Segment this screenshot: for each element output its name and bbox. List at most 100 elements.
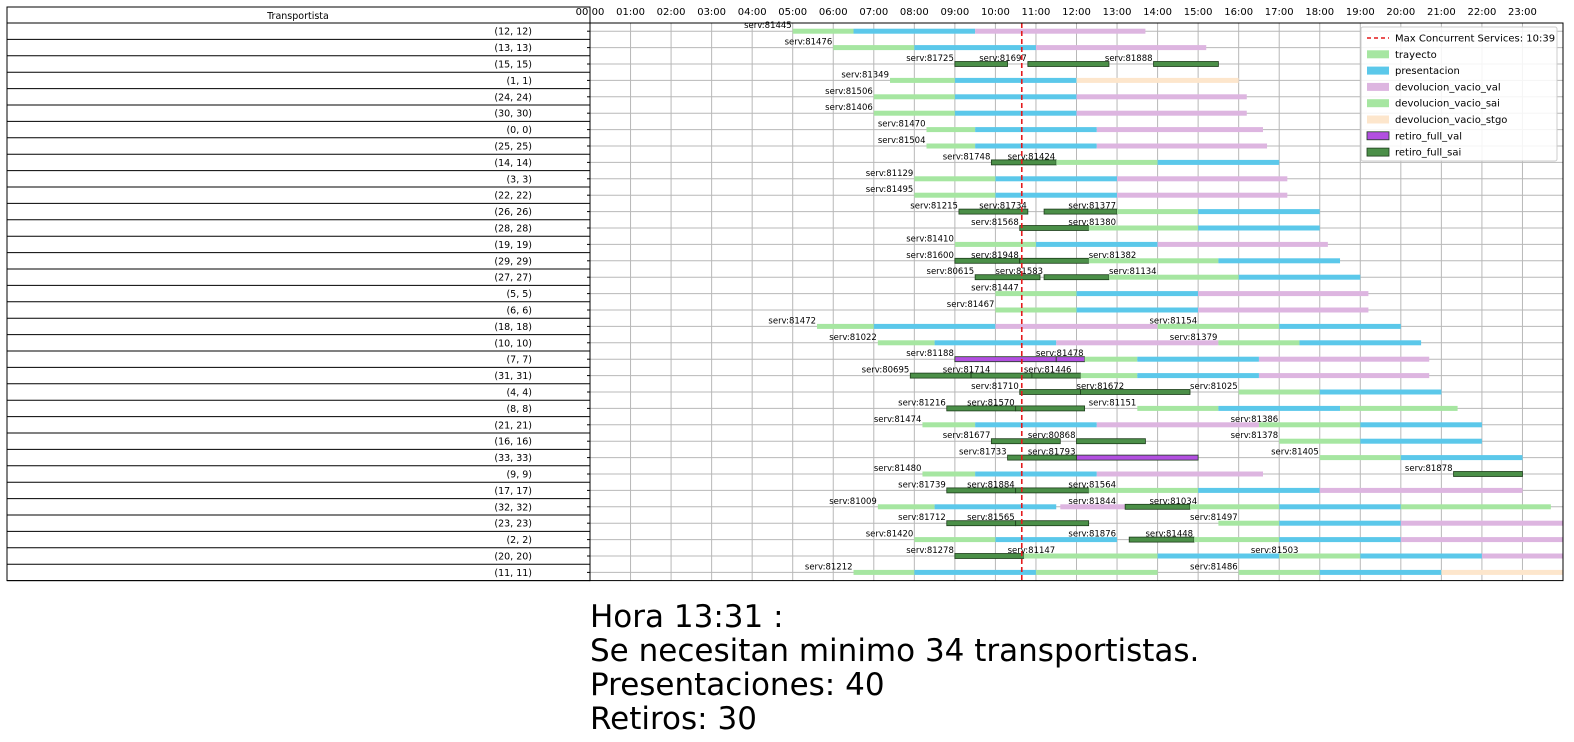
bar-presentacion — [1198, 209, 1320, 215]
bar-trayecto — [1088, 487, 1199, 493]
bar-trayecto — [1279, 553, 1361, 559]
bar-presentacion — [1157, 553, 1280, 559]
bar-devolucion_vacio_val — [1056, 340, 1219, 346]
bar-trayecto — [1084, 356, 1138, 362]
bar-presentacion — [954, 94, 1077, 100]
driver-label: (10, 10) — [494, 338, 532, 349]
service-label: serv:81476 — [785, 38, 833, 48]
bar-trayecto — [1056, 159, 1158, 165]
bar-presentacion — [1279, 504, 1401, 510]
bar-trayecto — [792, 28, 854, 34]
bar-retiro_full_sai — [990, 438, 1061, 445]
bar-trayecto — [1117, 209, 1199, 215]
bar-devolucion_vacio_stgo — [1076, 77, 1239, 83]
bar-trayecto — [1218, 520, 1280, 526]
bar-presentacion — [1076, 291, 1199, 297]
summary-presentations: Presentaciones: 40 — [590, 667, 885, 703]
bar-presentacion — [934, 504, 1057, 510]
bar-trayecto — [995, 291, 1077, 297]
legend-swatch — [1367, 66, 1389, 75]
bar-trayecto — [914, 192, 996, 198]
bar-retiro_full_sai — [958, 208, 1029, 215]
x-tick-label: 05:00 — [778, 7, 807, 18]
bar-retiro_full_sai — [1080, 389, 1191, 395]
service-label: serv:81583 — [995, 267, 1043, 277]
driver-label: (33, 33) — [494, 453, 532, 464]
service-label: serv:81349 — [841, 70, 889, 80]
legend-box — [1360, 26, 1558, 162]
driver-label: (32, 32) — [494, 502, 532, 513]
bar-presentacion — [1198, 487, 1320, 493]
bar-devolucion_vacio_val — [1198, 291, 1369, 297]
service-label: serv:81382 — [1089, 251, 1137, 261]
bar-devolucion_vacio_val — [1117, 192, 1288, 198]
bar-trayecto — [1080, 373, 1138, 379]
bar-devolucion_vacio_val — [1319, 487, 1523, 493]
bar-presentacion — [1319, 389, 1442, 395]
driver-label: (24, 24) — [494, 92, 532, 103]
driver-label: (11, 11) — [494, 568, 532, 579]
service-label: serv:81129 — [866, 169, 914, 179]
bar-trayecto — [1279, 438, 1361, 444]
legend-label: retiro_full_val — [1395, 131, 1462, 142]
service-label: serv:81448 — [1145, 530, 1193, 540]
x-tick-label: 19:00 — [1346, 7, 1375, 18]
x-tick-label: 06:00 — [819, 7, 848, 18]
bar-presentacion — [1319, 569, 1442, 575]
bar-devolucion_vacio_val — [1096, 471, 1263, 477]
bar-presentacion — [975, 422, 1097, 428]
legend-swatch — [1366, 131, 1390, 141]
service-label: serv:81570 — [967, 398, 1015, 408]
x-tick-label: 13:00 — [1103, 7, 1132, 18]
service-label: serv:81386 — [1231, 415, 1279, 425]
bar-trayecto — [1400, 504, 1551, 510]
bar-devolucion_vacio_val — [1258, 373, 1430, 379]
x-tick-label: 08:00 — [900, 7, 929, 18]
service-label: serv:81034 — [1150, 497, 1198, 507]
service-label: serv:81151 — [1089, 398, 1137, 408]
bar-presentacion — [934, 340, 1057, 346]
bar-retiro_full_sai — [1027, 61, 1110, 67]
bar-trayecto — [1238, 569, 1320, 575]
service-label: serv:81600 — [906, 251, 954, 261]
service-label: serv:81379 — [1170, 333, 1218, 343]
bar-presentacion — [1157, 159, 1280, 165]
legend-swatch — [1367, 50, 1389, 59]
x-tick-label: 01:00 — [616, 7, 645, 18]
driver-label: (17, 17) — [494, 486, 532, 497]
service-label: serv:81147 — [1008, 546, 1056, 556]
service-label: serv:81497 — [1190, 513, 1238, 523]
driver-label: (5, 5) — [506, 289, 532, 300]
summary-hour: Hora 13:31 : — [590, 599, 784, 635]
service-label: serv:81380 — [1068, 218, 1116, 228]
legend-label: presentacion — [1395, 66, 1460, 77]
service-label: serv:81672 — [1077, 382, 1125, 392]
bar-presentacion — [1279, 537, 1401, 543]
service-label: serv:81378 — [1231, 431, 1279, 441]
bar-trayecto — [1088, 258, 1219, 264]
x-tick-label: 16:00 — [1224, 7, 1253, 18]
x-tick-label: 02:00 — [657, 7, 686, 18]
x-tick-label: 11:00 — [1022, 7, 1051, 18]
service-label: serv:81445 — [744, 21, 792, 31]
bar-devolucion_vacio_val — [1258, 356, 1430, 362]
bar-trayecto — [1238, 389, 1280, 395]
bar-presentacion — [975, 471, 1097, 477]
driver-label: (18, 18) — [494, 322, 532, 333]
driver-label: (29, 29) — [494, 256, 532, 267]
service-label: serv:81712 — [898, 513, 946, 523]
bar-trayecto — [926, 127, 976, 133]
service-label: serv:81478 — [1036, 349, 1084, 359]
driver-label: (0, 0) — [506, 125, 532, 136]
bar-devolucion_vacio_val — [1076, 110, 1247, 116]
driver-label: (16, 16) — [494, 437, 532, 448]
bar-presentacion — [954, 110, 1077, 116]
bar-trayecto — [914, 537, 996, 543]
service-label: serv:81495 — [866, 185, 914, 195]
bar-presentacion — [975, 127, 1097, 133]
summary-panel: Hora 13:31 : Se necesitan minimo 34 tran… — [590, 600, 1490, 736]
driver-label: (31, 31) — [494, 371, 532, 382]
driver-label: (9, 9) — [506, 470, 532, 481]
bar-presentacion — [1198, 225, 1320, 231]
x-tick-label: 03:00 — [697, 7, 726, 18]
